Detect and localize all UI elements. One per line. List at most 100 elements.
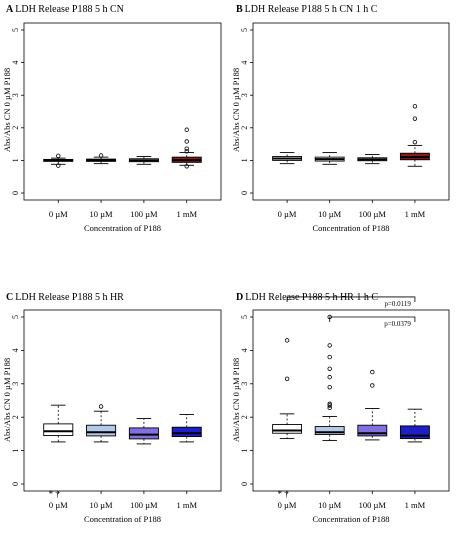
y-tick-label: 1: [11, 449, 20, 453]
panel-title: D LDH Release P188 5 h HR 1 h C: [236, 292, 378, 303]
x-axis-label: Concentration of P188: [313, 514, 390, 524]
y-tick-label: 2: [240, 126, 249, 130]
box-3: [128, 418, 159, 445]
panel-title-text: LDH Release P188 5 h HR 1 h C: [245, 292, 378, 303]
y-tick-label: 3: [11, 93, 20, 97]
box-3: [357, 154, 388, 165]
outlier-point: [327, 403, 332, 408]
x-tick-label: 1 mM: [405, 209, 426, 219]
box-body: [314, 426, 345, 436]
box-1: [43, 404, 74, 443]
outlier-point: [327, 384, 332, 390]
box-3: [128, 156, 159, 165]
x-tick-label: 0 µM: [278, 500, 297, 510]
y-tick-label: 4: [240, 61, 249, 65]
y-tick-label: 1: [240, 158, 249, 162]
bracket-line: [286, 296, 416, 302]
panel-title-text: LDH Release P188 5 h CN 1 h C: [245, 4, 378, 15]
y-tick-label: 3: [11, 382, 20, 386]
x-axis-label: Concentration of P188: [313, 223, 390, 233]
y-tick-label: 0: [240, 191, 249, 195]
bracket-line: [329, 316, 416, 322]
significance-bracket: p=0.0119: [286, 296, 416, 308]
outlier-point: [327, 366, 332, 371]
outlier-point: [412, 116, 418, 121]
box-body: [272, 424, 303, 434]
box-4: [399, 104, 430, 167]
x-tick-label: 100 µM: [130, 209, 158, 219]
box-body: [171, 426, 202, 438]
outlier-point: [327, 401, 332, 407]
panel-letter: D: [236, 292, 243, 303]
x-tick-label: 0 µM: [49, 500, 68, 510]
x-tick-label: 10 µM: [318, 500, 342, 510]
box-3: [357, 369, 388, 441]
box-body: [43, 423, 74, 437]
y-tick-label: 5: [11, 315, 20, 319]
x-tick-label: 10 µM: [90, 209, 114, 219]
x-tick-label: 100 µM: [130, 500, 158, 510]
outlier-point: [184, 139, 189, 144]
box-body: [357, 424, 388, 437]
box-body: [86, 424, 117, 437]
box-2: [86, 153, 117, 165]
outlier-point: [327, 354, 332, 360]
box-2: [314, 314, 345, 442]
x-tick-label: 10 µM: [90, 500, 114, 510]
outlier-point: [184, 146, 189, 151]
box-body: [399, 425, 430, 440]
x-tick-label: 1 mM: [405, 500, 426, 510]
x-tick-label: 100 µM: [359, 500, 387, 510]
box-1: [43, 153, 74, 168]
panel-title: B LDH Release P188 5 h CN 1 h C: [236, 4, 378, 15]
outlier-point: [327, 405, 332, 411]
panel-title: A LDH Release P188 5 h CN: [6, 4, 124, 15]
y-axis-label: Abs/Abs CN 0 µM P188: [2, 358, 12, 442]
plot-frame: [252, 22, 450, 201]
x-tick-label: 0 µM: [49, 209, 68, 219]
box-body: [128, 427, 159, 440]
y-tick-label: 0: [11, 191, 20, 195]
panel-title-text: LDH Release P188 5 h HR: [15, 292, 124, 303]
outlier-point: [412, 104, 418, 109]
box-4: [171, 127, 202, 169]
y-tick-label: 3: [240, 93, 249, 97]
box-1: [272, 152, 303, 165]
y-tick-label: 3: [240, 382, 249, 386]
panel-title: C LDH Release P188 5 h HR: [6, 292, 124, 303]
y-tick-label: 2: [11, 126, 20, 130]
y-tick-label: 5: [11, 28, 20, 32]
box-1: [272, 338, 303, 440]
box-2: [314, 152, 345, 165]
y-tick-label: 2: [11, 415, 20, 419]
y-tick-label: 1: [11, 158, 20, 162]
panel-title-text: LDH Release P188 5 h CN: [15, 4, 124, 15]
y-tick-label: 4: [11, 348, 20, 352]
panel-letter: C: [6, 292, 13, 303]
y-tick-label: 4: [11, 61, 20, 65]
y-tick-label: 2: [240, 415, 249, 419]
significance-marker: * †: [277, 489, 289, 499]
outlier-point: [327, 343, 332, 348]
outlier-point: [56, 163, 61, 168]
outlier-point: [370, 369, 375, 375]
y-tick-label: 5: [240, 315, 249, 319]
box-2: [86, 404, 117, 443]
y-tick-label: 0: [240, 482, 249, 486]
outlier-point: [98, 153, 104, 158]
y-tick-label: 0: [11, 482, 20, 486]
y-tick-label: 4: [240, 348, 249, 352]
y-tick-label: 5: [240, 28, 249, 32]
outlier-point: [284, 338, 290, 343]
outlier-point: [184, 164, 189, 169]
outlier-point: [412, 139, 418, 145]
x-tick-label: 100 µM: [359, 209, 387, 219]
bracket-label: p=0.0119: [384, 300, 411, 308]
plot-frame: [23, 309, 222, 492]
y-axis-label: Abs/Abs CN 0 µM P188: [231, 68, 241, 152]
outlier-point: [184, 127, 189, 132]
x-tick-label: 10 µM: [318, 209, 342, 219]
panel-letter: A: [6, 4, 14, 15]
x-axis-label: Concentration of P188: [84, 514, 161, 524]
